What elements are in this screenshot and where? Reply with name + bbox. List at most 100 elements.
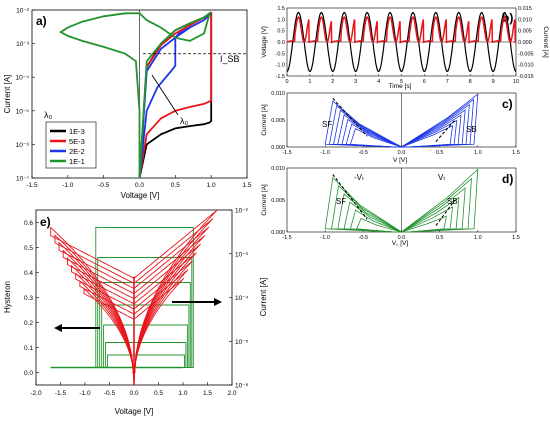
panel-b-ytick-right-label: -0.010: [518, 63, 534, 69]
panel-d-threshold-left: [332, 174, 368, 220]
panel-a-series: [58, 10, 213, 179]
panel-e-ytick-label: 0.5: [24, 245, 33, 252]
panel-b-ytick-right-label: -0.005: [518, 51, 534, 57]
panel-e-ytick-right-label: 10⁻²: [235, 208, 249, 215]
panel-d-xtick-label: 1.5: [512, 235, 520, 241]
panel-e-ylabel: Hysteron: [3, 281, 12, 313]
panel-d-sf-label: SF: [336, 197, 346, 206]
panel-e-xtick-label: 0.5: [154, 390, 163, 397]
panel-a-legend-entry: 1E-1: [69, 157, 85, 166]
panel-a-ytick-label: 10⁻⁴: [16, 75, 30, 82]
panel-e-xtick-label: -0.5: [104, 390, 116, 397]
panel-b-xtick-label: 5: [400, 79, 403, 85]
panel-e-ytick-right-label: 10⁻⁴: [235, 295, 249, 302]
panel-a-legend-entry: 1E-3: [69, 127, 85, 136]
panel-a-lambda-arrow: [151, 74, 179, 116]
panel-d-xtick-label: 1.0: [474, 235, 482, 241]
panel-e-hysteron: [50, 324, 188, 368]
panel-d: d) V꜀ [V] Current [A] -1.5 -1.0 -0.5 0.0 0.5…: [261, 166, 520, 247]
panel-b-current-series: [286, 16, 517, 44]
panel-e-xtick-label: -1.5: [55, 390, 67, 397]
panel-a-ytick-label: 10⁻⁶: [16, 142, 30, 149]
panel-a: a) Voltage [V] Current [A] -1.5 -1.0 -0.5 0…: [3, 8, 252, 201]
panel-c-label: c): [502, 97, 513, 111]
panel-e-arrowhead-left: [54, 324, 62, 332]
panel-e-ytick-right-label: 10⁻⁶: [235, 383, 249, 390]
panel-e-ylabel-right: Current [A]: [259, 278, 268, 317]
panel-e-xtick-label: 2.0: [227, 390, 236, 397]
panel-c-loop-left: [324, 100, 402, 148]
panel-e-ytick-label: 0.3: [24, 295, 33, 302]
panel-b: b) Time [s] Voltage [V] Current [A] 0 1 2 3…: [261, 6, 549, 90]
panel-a-ytick-label: 10⁻³: [16, 41, 30, 48]
panel-c-xtick-label: -1.0: [320, 150, 329, 156]
panel-b-ytick-label: 0.5: [277, 29, 285, 35]
panel-e-label: e): [40, 215, 51, 229]
panel-a-label: a): [36, 14, 47, 28]
panel-d-sb-label: SB: [447, 197, 458, 206]
panel-a-ytick-label: 10⁻⁷: [16, 176, 30, 183]
panel-d-ticks: -1.5 -1.0 -0.5 0.0 0.5 1.0 1.5 0.000 0.005 0.010: [271, 166, 520, 241]
panel-b-ylabel: Voltage [V]: [261, 26, 268, 58]
panel-b-ticks: 0 1 2 3 4 5 6 7 8 9 10 -1.5 -0.015 -1.0 -0.010 -0.5 -0.0…: [276, 6, 534, 85]
panel-a-ytick-label: 10⁻⁵: [16, 108, 30, 115]
panel-d-ylabel: Current [A]: [261, 184, 268, 216]
panel-a-legend-title: λ₀: [44, 110, 53, 120]
panel-a-xtick-label: 0.5: [171, 182, 180, 189]
panel-e-xtick-label: 1.0: [178, 390, 187, 397]
panel-e-xlabel: Voltage [V]: [115, 407, 154, 416]
panel-d-loop-right: [401, 215, 447, 233]
panel-d-vt-pos-label: Vₜ: [438, 173, 446, 182]
panel-b-label: b): [502, 11, 513, 25]
panel-e-current-loop: [66, 243, 201, 381]
panel-d-ytick-label: 0.000: [271, 230, 285, 236]
panel-d-xtick-label: -0.5: [359, 235, 368, 241]
panel-b-ytick-label: 1.0: [277, 17, 285, 23]
panel-e-xtick-label: 0.0: [129, 390, 138, 397]
panel-b-series: [286, 11, 517, 73]
panel-b-xtick-label: 9: [492, 79, 495, 85]
panel-e-hysteron: [50, 354, 185, 368]
panel-e-xtick-label: -2.0: [30, 390, 42, 397]
panel-b-xtick-label: 10: [513, 79, 519, 85]
panel-a-ytick-label: 10⁻²: [16, 8, 30, 15]
panel-e-ytick-right-label: 10⁻⁵: [235, 339, 249, 346]
panel-b-ytick-right-label: -0.015: [518, 74, 534, 80]
panel-b-xtick-label: 2: [331, 79, 334, 85]
panel-a-isb-label: I_SB: [220, 54, 240, 64]
panel-b-ytick-right-label: 0.015: [518, 6, 532, 12]
panel-d-loop-left: [356, 217, 402, 233]
panel-e-ticks: -2.0 -1.5 -1.0 -0.5 0.0 0.5 1.0 1.5 2.0 0.0 0.1 0.2…: [24, 208, 249, 398]
panel-c-xlabel: V [V]: [393, 157, 407, 164]
panel-b-xtick-label: 0: [285, 79, 288, 85]
panel-b-xtick-label: 8: [469, 79, 472, 85]
panel-a-legend: 1E-35E-32E-21E-1: [50, 127, 85, 166]
panel-d-threshold-right: [435, 199, 456, 226]
panel-a-series-2E-2: [138, 12, 212, 179]
panel-b-ytick-label: 1.5: [277, 6, 285, 12]
panel-e-xtick-label: -1.0: [79, 390, 91, 397]
panel-c-sf-label: SF: [322, 120, 332, 129]
panel-b-ytick-label: -1.0: [276, 63, 285, 69]
panel-e-ytick-right-label: 10⁻³: [235, 251, 249, 258]
panel-a-lambda-label: λ₀: [180, 116, 189, 126]
panel-c-xtick-label: -0.5: [359, 150, 368, 156]
panel-b-xlabel: Time [s]: [389, 83, 412, 90]
panel-a-legend-entry: 2E-2: [69, 147, 85, 156]
panel-c-sb-label: SB: [466, 125, 477, 134]
panel-d-ytick-label: 0.005: [271, 198, 285, 204]
panel-e-series: [50, 209, 218, 385]
panel-b-xtick-label: 1: [308, 79, 311, 85]
panel-a-xtick-label: 1.0: [207, 182, 216, 189]
panel-b-ytick-label: 0.0: [277, 40, 285, 46]
panel-e-ytick-label: 0.6: [24, 220, 33, 227]
panel-b-ytick-right-label: 0.000: [518, 40, 532, 46]
panel-a-xlabel: Voltage [V]: [121, 191, 160, 200]
panel-b-xtick-label: 7: [446, 79, 449, 85]
panel-a-series-1E-1: [58, 11, 212, 179]
panel-d-series: [324, 168, 479, 233]
panel-b-ytick-right-label: 0.005: [518, 29, 532, 35]
panel-c-threshold-left: [332, 98, 368, 137]
panel-d-xtick-label: 0.5: [436, 235, 444, 241]
panel-a-xtick-label: 1.5: [242, 182, 251, 189]
